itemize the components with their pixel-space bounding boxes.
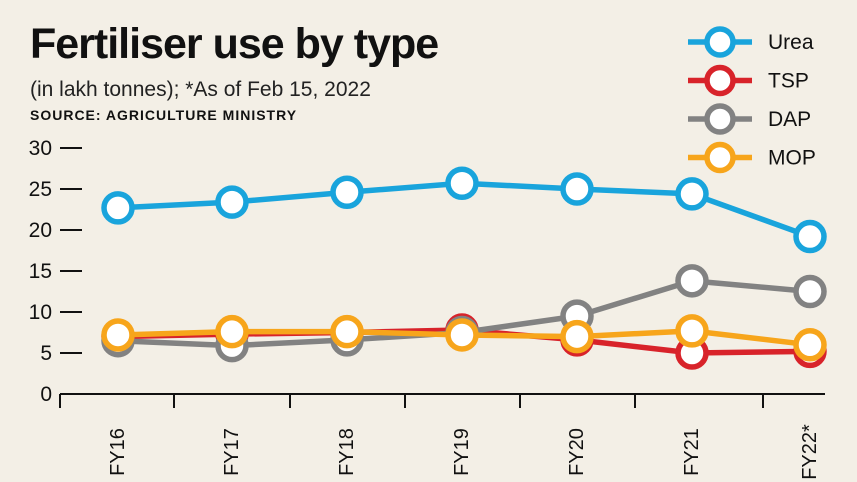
legend-label: DAP (768, 108, 811, 131)
data-point-urea (330, 175, 364, 210)
data-point-mop (330, 314, 364, 349)
y-tick-label: 25 (29, 178, 52, 201)
series-mop (101, 314, 827, 362)
data-point-urea (675, 177, 709, 211)
data-point-dap (793, 274, 827, 309)
legend-label: MOP (768, 147, 816, 170)
x-tick-label: FY22* (799, 424, 821, 480)
x-tick-label: FY17 (221, 428, 243, 476)
y-tick-label: 30 (29, 137, 52, 160)
y-tick-label: 20 (29, 219, 52, 242)
chart-title: Fertiliser use by type (30, 20, 439, 68)
legend-swatch-marker (704, 103, 736, 135)
chart-axes: 0 5 10 15 20 25 30 FY16 FY17 FY18 FY19 FY20 FY21 FY22… (29, 137, 825, 480)
data-point-urea (445, 166, 479, 201)
legend-item-dap: DAP (688, 103, 811, 135)
x-tick-label: FY20 (566, 428, 588, 476)
data-point-mop (215, 314, 249, 349)
y-tick-label: 10 (29, 301, 52, 324)
series-lines (101, 166, 827, 370)
x-tick-label: FY21 (681, 428, 703, 476)
chart-legend: Urea TSP DAP MOP (688, 26, 816, 174)
legend-swatch-marker (704, 64, 736, 97)
y-tick-label: 15 (29, 260, 52, 283)
x-tick-label: FY19 (451, 428, 473, 476)
data-point-urea (560, 172, 594, 206)
chart-subtitle: (in lakh tonnes); *As of Feb 15, 2022 (30, 78, 371, 101)
x-tick-label: FY18 (336, 428, 358, 476)
data-point-dap (675, 264, 709, 298)
y-tick-label: 0 (40, 383, 52, 406)
legend-swatch-marker (704, 141, 736, 174)
data-point-mop (793, 328, 827, 362)
legend-item-tsp: TSP (688, 64, 809, 97)
y-tick-label: 5 (40, 342, 52, 365)
legend-label: TSP (768, 70, 809, 93)
series-urea (101, 166, 827, 254)
data-point-urea (793, 219, 827, 254)
legend-item-urea: Urea (688, 26, 814, 58)
legend-swatch-marker (704, 26, 736, 58)
data-point-urea (101, 191, 135, 225)
data-point-mop (101, 318, 135, 352)
data-point-mop (445, 318, 479, 352)
x-tick-label: FY16 (107, 428, 129, 476)
data-point-urea (215, 185, 249, 219)
legend-label: Urea (768, 31, 814, 54)
chart-source: SOURCE: AGRICULTURE MINISTRY (30, 107, 298, 123)
legend-item-mop: MOP (688, 141, 816, 174)
data-point-mop (560, 319, 594, 354)
data-point-mop (675, 314, 709, 348)
